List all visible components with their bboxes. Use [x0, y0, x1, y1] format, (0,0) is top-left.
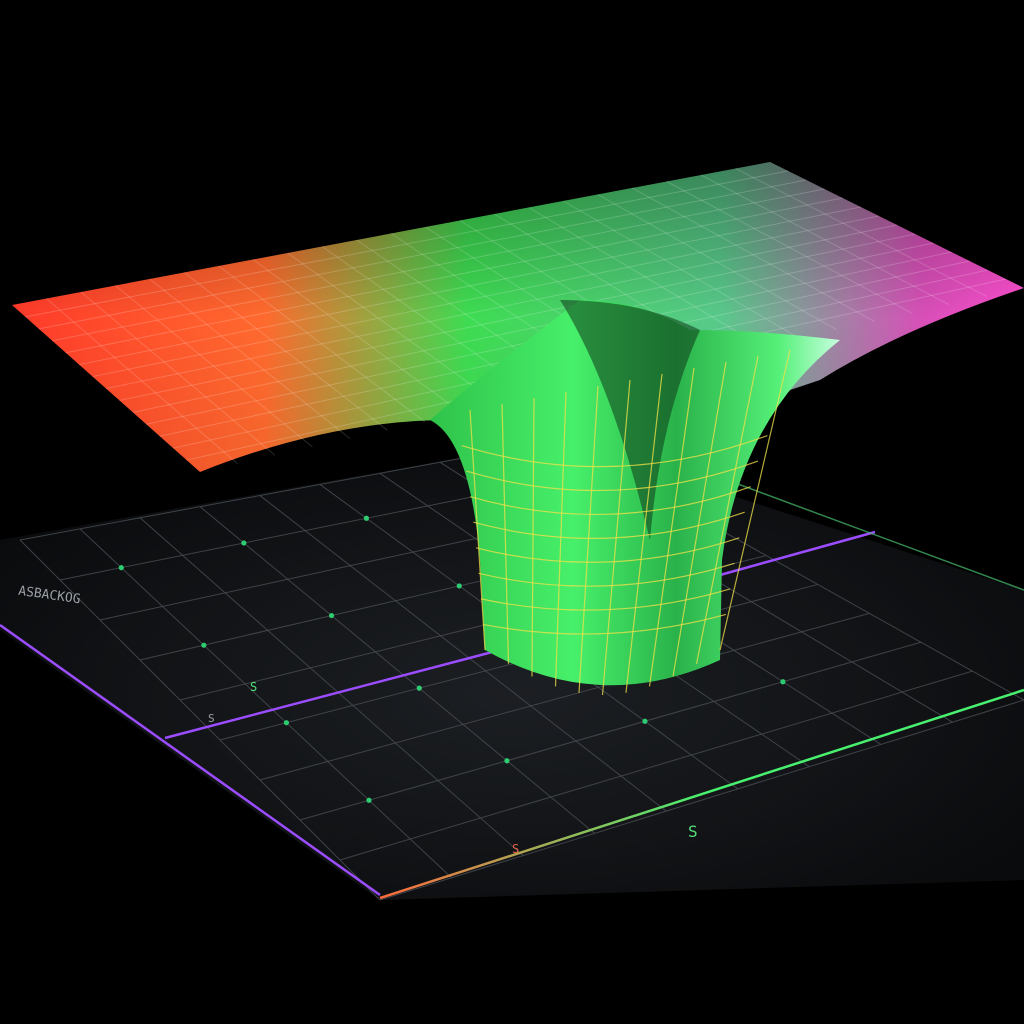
- sheet-mesh-line: [666, 181, 912, 314]
- sheet-mesh-line: [563, 200, 800, 339]
- sheet-mesh-line: [65, 197, 843, 354]
- sheet-mesh-line: [46, 298, 238, 465]
- sheet-mesh-line: [119, 233, 916, 401]
- sheet-mesh-line: [79, 206, 861, 366]
- floor-grid-node: [456, 583, 462, 589]
- floor-axis-gradient: [379, 688, 1024, 900]
- floor-grid-line: [379, 699, 1024, 901]
- floor-grid-node: [118, 565, 124, 571]
- floor-grid-node: [416, 685, 422, 691]
- sheet-mesh-line: [183, 272, 388, 431]
- floor-grid-line: [199, 506, 595, 834]
- sheet-mesh-line: [25, 170, 789, 318]
- sheet-mesh-line: [528, 207, 763, 347]
- floor-grid-line: [299, 641, 922, 821]
- funnel-inner-shadow: [560, 300, 700, 540]
- funnel-mesh-line: [501, 403, 510, 664]
- funnel-mesh-ring: [475, 537, 740, 563]
- floor-grid-node: [201, 642, 207, 648]
- funnel-mesh-line: [719, 349, 791, 651]
- sheet-mesh-line: [287, 252, 500, 406]
- funnel-mesh-line: [672, 361, 727, 677]
- floor-axis-purple-mid: [164, 648, 501, 740]
- floor-grid-node: [366, 797, 372, 803]
- sheet-mesh-line: [218, 265, 426, 423]
- funnel-mesh-line: [554, 391, 567, 687]
- floor-edge-right: [699, 469, 1024, 591]
- funnel-mesh-line: [469, 409, 486, 651]
- floor-grid-node: [780, 679, 786, 685]
- funnel-mesh-line: [531, 397, 535, 677]
- floor-grid-node: [328, 612, 335, 619]
- funnel-mesh-line: [625, 373, 663, 693]
- floor-grid-node: [241, 540, 247, 546]
- funnel-mesh-ring: [461, 434, 768, 468]
- floor-axis-purple-left: [0, 623, 381, 897]
- funnel-mesh-ring: [470, 486, 751, 516]
- floor-grid-line: [139, 517, 524, 856]
- floor-grid-line: [19, 539, 381, 901]
- sheet-mesh-line: [149, 278, 351, 439]
- funnel-mesh-ring: [473, 511, 745, 539]
- sheet-mesh-line: [38, 179, 807, 330]
- sheet-mesh-line: [52, 188, 825, 342]
- funnel-mesh-ring: [478, 562, 735, 587]
- floor-grid-line: [259, 612, 870, 781]
- sheet-mesh-line: [105, 224, 898, 389]
- floor-grid-node: [363, 515, 370, 521]
- funnel-mesh-ring: [466, 460, 759, 492]
- floor-grid-line: [79, 528, 452, 879]
- funnel-mesh-line: [648, 367, 695, 687]
- sheet-mesh-line: [735, 168, 987, 297]
- floor-grid-line: [339, 670, 973, 861]
- sheet-mesh-line: [80, 291, 276, 456]
- funnel-mesh-ring: [482, 613, 727, 635]
- surface-sheet-mesh: [25, 168, 1006, 465]
- sheet-mesh-line: [252, 259, 463, 414]
- sheet-mesh-line: [92, 215, 879, 378]
- sheet-mesh-line: [115, 285, 313, 448]
- floor-grid-line: [259, 495, 667, 812]
- floor-grid-node: [283, 720, 290, 726]
- funnel-mesh-line: [578, 385, 599, 693]
- funnel-mesh: [461, 349, 791, 696]
- floor-grid-node: [504, 758, 510, 764]
- floor-axis-purple-right: [719, 530, 876, 577]
- sheet-mesh-line: [132, 242, 934, 413]
- floor-plane: [0, 440, 1024, 900]
- funnel-mesh-ring: [480, 588, 731, 611]
- sheet-mesh-line: [631, 187, 875, 322]
- sheet-mesh-line: [597, 194, 837, 331]
- floor-grid-node: [642, 718, 648, 724]
- sheet-mesh-line: [700, 174, 950, 306]
- funnel-mesh-line: [695, 355, 759, 665]
